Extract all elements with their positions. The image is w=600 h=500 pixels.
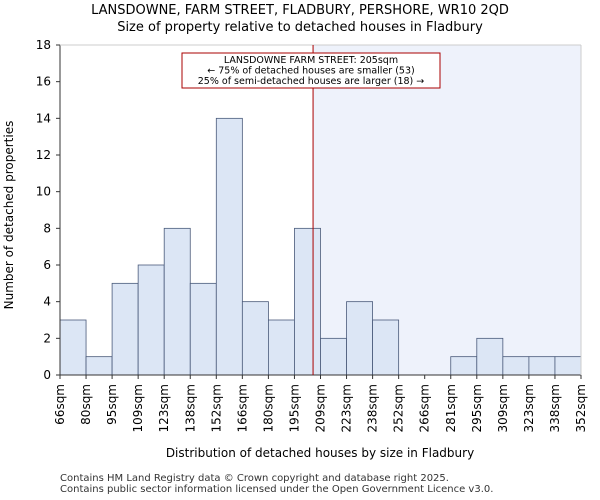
x-ticks: 66sqm 80sqm 95sqm 109sqm 123sqm 138sqm 152sqm 1… (53, 375, 588, 432)
bar (294, 227, 321, 376)
bar (450, 356, 478, 376)
x-tick-label: 195sqm (287, 384, 301, 432)
x-tick-label: 166sqm (235, 384, 249, 432)
x-tick-label: 323sqm (522, 384, 536, 432)
y-tick-label: 6 (43, 258, 51, 272)
bar (111, 282, 139, 376)
annotation-line-2: ← 75% of detached houses are smaller (53… (207, 66, 414, 77)
chart-area: 0 2 4 6 8 10 12 14 16 18 66sqm 80sqm 95sqm 109sqm 123… (2, 38, 588, 460)
x-axis-label: Distribution of detached houses by size … (166, 446, 474, 460)
x-tick-label: 266sqm (418, 384, 432, 432)
x-tick-label: 252sqm (392, 384, 406, 432)
y-tick-label: 16 (36, 75, 51, 89)
bar (163, 227, 191, 376)
x-tick-label: 281sqm (444, 384, 458, 432)
x-tick-label: 309sqm (496, 384, 510, 432)
y-tick-label: 18 (36, 38, 51, 52)
x-tick-label: 352sqm (574, 384, 588, 432)
bar (528, 356, 556, 376)
bar (137, 264, 165, 376)
y-tick-label: 8 (43, 221, 51, 235)
y-tick-label: 4 (43, 295, 51, 309)
chart-title: LANSDOWNE, FARM STREET, FLADBURY, PERSHO… (91, 3, 509, 18)
x-tick-label: 138sqm (183, 384, 197, 432)
bar (346, 301, 373, 376)
x-tick-label: 180sqm (261, 384, 275, 432)
x-tick-label: 295sqm (470, 384, 484, 432)
x-tick-label: 109sqm (131, 384, 145, 432)
x-tick-label: 238sqm (366, 384, 380, 432)
annotation-box (181, 52, 441, 89)
bar (476, 337, 504, 376)
annotation-line-1: LANSDOWNE FARM STREET: 205sqm (224, 55, 398, 66)
bar (554, 356, 582, 376)
y-tick-label: 14 (36, 111, 51, 125)
bars (59, 117, 582, 376)
bar (59, 319, 87, 376)
x-tick-label: 80sqm (79, 384, 93, 425)
annotation-line-3: 25% of semi-detached houses are larger (… (198, 76, 425, 87)
x-tick-label: 223sqm (340, 384, 354, 432)
y-tick-label: 2 (43, 331, 51, 345)
x-tick-label: 338sqm (548, 384, 562, 432)
y-axis-label: Number of detached properties (2, 121, 16, 310)
footer-licence: Contains public sector information licen… (60, 484, 494, 495)
chart-subtitle: Size of property relative to detached ho… (117, 20, 483, 35)
y-tick-label: 10 (36, 185, 51, 199)
bar (372, 319, 400, 376)
x-tick-label: 66sqm (53, 384, 67, 425)
bar (215, 117, 243, 376)
bar (320, 337, 347, 376)
x-tick-label: 123sqm (157, 384, 171, 432)
bar (241, 301, 269, 376)
x-tick-label: 152sqm (209, 384, 223, 432)
x-tick-label: 209sqm (314, 384, 328, 432)
bar (502, 356, 530, 376)
y-tick-label: 12 (36, 148, 51, 162)
bar (189, 282, 217, 376)
marker-group: LANSDOWNE FARM STREET: 205sqm← 75% of de… (181, 45, 441, 375)
y-ticks: 0 2 4 6 8 10 12 14 16 18 (36, 38, 60, 382)
footer-copyright: Contains HM Land Registry data © Crown c… (60, 473, 449, 484)
x-tick-label: 95sqm (105, 384, 119, 425)
bar (85, 356, 113, 376)
y-tick-label: 0 (43, 368, 51, 382)
bar (267, 319, 295, 376)
